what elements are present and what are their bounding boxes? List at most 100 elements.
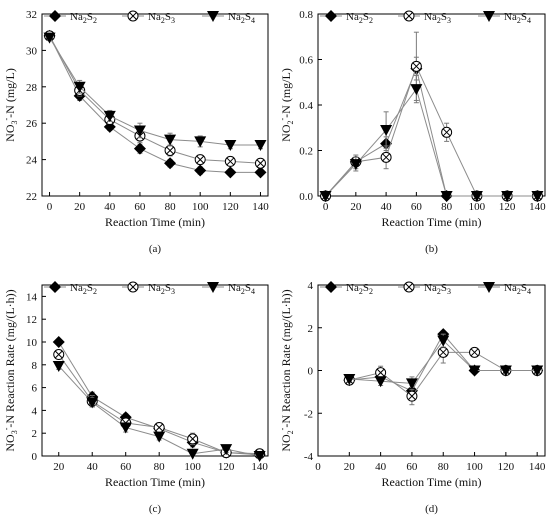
x-axis-title: Reaction Time (min) — [105, 475, 205, 489]
data-point-circle-x — [410, 60, 422, 72]
x-axis-title: Reaction Time (min) — [105, 215, 205, 229]
y-tick-label: 22 — [26, 191, 37, 203]
data-point-circle-x — [153, 422, 165, 433]
data-point-diamond — [164, 157, 177, 170]
data-point-circle-x — [380, 151, 392, 163]
series-na2s4 — [52, 360, 266, 462]
legend-item-na2s3: Na2S3 — [122, 281, 175, 296]
x-tick-label: 40 — [87, 461, 99, 473]
x-tick-label: 120 — [498, 461, 515, 473]
x-tick-label: 100 — [466, 461, 483, 473]
x-tick-label: 100 — [184, 461, 201, 473]
x-tick-label: 0 — [323, 201, 329, 213]
x-tick-label: 20 — [74, 201, 86, 213]
data-point-triangle-down — [349, 159, 362, 171]
x-tick-label: 20 — [350, 201, 362, 213]
y-tick-label: 30 — [26, 45, 38, 57]
y-tick-label: 32 — [26, 9, 37, 21]
legend-item-na2s4: Na2S4 — [202, 282, 255, 296]
y-axis-title: NO2--N Reaction Rate (mg/(L·h)) — [278, 289, 295, 451]
legend-item-na2s2: Na2S2 — [44, 10, 97, 25]
legend-item-na2s4: Na2S4 — [478, 11, 531, 25]
y-tick-label: 4 — [32, 405, 38, 417]
data-point-triangle-down — [410, 84, 423, 96]
data-point-diamond — [133, 142, 146, 155]
x-tick-label: 20 — [53, 461, 65, 473]
panel-caption: (c) — [149, 503, 162, 515]
y-tick-label: 24 — [26, 155, 38, 167]
y-tick-label: 2 — [308, 323, 314, 335]
series-na2s2 — [319, 56, 544, 202]
x-tick-label: 140 — [251, 461, 268, 473]
x-tick-label: 140 — [529, 201, 546, 213]
y-tick-label: 8 — [32, 360, 38, 372]
data-point-triangle-down — [133, 125, 146, 137]
y-tick-label: 0.8 — [299, 9, 313, 21]
series-line — [325, 87, 538, 197]
legend-item-na2s4: Na2S4 — [202, 11, 255, 25]
legend-label: Na2S3 — [148, 11, 175, 25]
legend: Na2S2 Na2S3 Na2S4 — [320, 10, 531, 25]
legend-item-na2s2: Na2S2 — [320, 281, 373, 296]
data-point-triangle-down — [253, 451, 266, 462]
x-tick-label: 140 — [252, 201, 269, 213]
series-line — [49, 37, 261, 146]
data-point-triangle-down — [186, 448, 199, 460]
data-point-triangle-down — [254, 140, 267, 152]
x-tick-label: 40 — [104, 201, 116, 213]
x-tick-label: 60 — [120, 461, 132, 473]
data-point-triangle-down — [501, 191, 514, 202]
data-point-triangle-down — [468, 365, 481, 377]
data-point-triangle-down — [319, 191, 332, 202]
legend-label: Na2S4 — [504, 11, 531, 25]
y-tick-label: 28 — [26, 82, 38, 94]
legend-label: Na2S2 — [346, 11, 373, 25]
plot-frame — [41, 13, 269, 197]
y-tick-label: -2 — [304, 408, 313, 420]
legend: Na2S2 Na2S3 Na2S4 — [320, 281, 531, 296]
legend-marker-triangle-down — [483, 282, 495, 293]
legend-label: Na2S3 — [148, 282, 175, 296]
y-tick-label: 0.6 — [299, 55, 313, 67]
legend-label: Na2S3 — [424, 11, 451, 25]
panel-caption: (d) — [425, 503, 438, 515]
legend-item-na2s4: Na2S4 — [478, 282, 531, 296]
chart-panel-d: 0 20 40 60 80 100 120 140 -4 -2 0 2 4 Reaction Time (… — [278, 280, 546, 515]
x-tick-label: 40 — [381, 201, 393, 213]
data-point-circle-x — [437, 346, 449, 358]
y-tick-label: 0.2 — [299, 146, 313, 158]
data-point-triangle-down — [499, 365, 512, 377]
legend-marker-diamond — [49, 281, 61, 293]
y-tick-label: 2 — [32, 428, 38, 440]
data-point-circle-x — [164, 145, 176, 156]
chart-panel-c: 20 40 60 80 100 120 140 0 2 4 6 8 10 12 14 Reaction Tim… — [2, 281, 269, 515]
data-point-triangle-down — [531, 365, 544, 377]
x-tick-label: 80 — [165, 201, 177, 213]
legend-marker-triangle-down — [483, 11, 495, 22]
legend-marker-circle-x — [403, 281, 415, 293]
x-axis-title: Reaction Time (min) — [382, 475, 482, 489]
y-tick-label: 6 — [32, 383, 38, 395]
y-tick-label: -4 — [304, 451, 314, 463]
data-point-circle-x — [187, 433, 199, 445]
series-na2s2 — [43, 29, 267, 179]
x-tick-label: 80 — [154, 461, 166, 473]
legend-label: Na2S2 — [70, 282, 97, 296]
series-line — [49, 35, 261, 173]
data-point-diamond — [254, 166, 267, 179]
data-point-triangle-down — [224, 140, 237, 152]
legend-marker-triangle-down — [207, 282, 219, 293]
data-point-triangle-down — [43, 32, 56, 44]
legend-item-na2s2: Na2S2 — [320, 10, 373, 25]
legend-marker-diamond — [325, 281, 337, 293]
data-point-triangle-down — [194, 136, 207, 148]
legend-label: Na2S2 — [70, 11, 97, 25]
data-point-diamond — [224, 166, 237, 179]
data-point-circle-x — [441, 126, 453, 138]
legend-label: Na2S2 — [346, 282, 373, 296]
data-point-triangle-down — [374, 376, 387, 388]
series-line — [325, 66, 538, 197]
data-point-triangle-down — [86, 397, 99, 409]
data-point-triangle-down — [531, 191, 544, 202]
